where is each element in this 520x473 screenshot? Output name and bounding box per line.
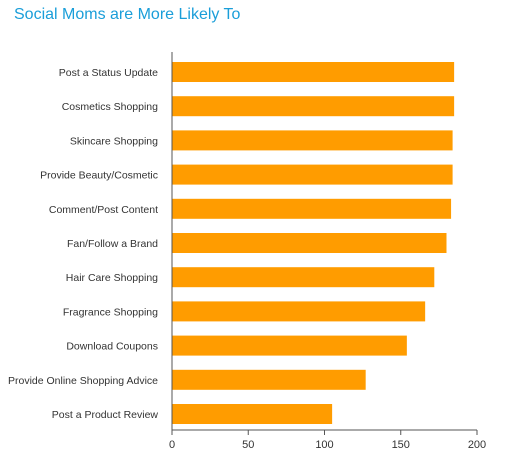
x-tick-label: 150: [392, 439, 410, 451]
bar-6: [172, 233, 447, 253]
bar-8: [172, 301, 426, 322]
category-label: Provide Beauty/Cosmetic: [40, 170, 158, 182]
category-label: Fragrance Shopping: [63, 306, 158, 318]
category-label: Fan/Follow a Brand: [67, 238, 158, 250]
category-label: Post a Product Review: [52, 409, 159, 421]
category-label: Cosmetics Shopping: [62, 101, 158, 113]
bar-3: [172, 130, 453, 151]
x-tick-label: 100: [315, 439, 333, 451]
bar-2: [172, 96, 455, 117]
bar-10: [172, 369, 366, 390]
category-label: Hair Care Shopping: [66, 272, 158, 284]
category-label: Provide Online Shopping Advice: [8, 375, 158, 387]
bar-1: [172, 62, 455, 82]
category-label: Comment/Post Content: [49, 204, 158, 216]
chart-title: Social Moms are More Likely To: [14, 6, 241, 23]
x-tick-label: 0: [169, 439, 175, 451]
category-label: Skincare Shopping: [70, 135, 158, 147]
bar-9: [172, 335, 407, 356]
x-tick-label: 50: [242, 439, 254, 451]
bar-5: [172, 198, 452, 219]
bar-7: [172, 267, 435, 288]
category-label: Post a Status Update: [59, 67, 158, 79]
bar-11: [172, 404, 333, 424]
bar-4: [172, 164, 453, 185]
x-tick-label: 200: [468, 439, 486, 451]
category-label: Download Coupons: [66, 341, 158, 353]
